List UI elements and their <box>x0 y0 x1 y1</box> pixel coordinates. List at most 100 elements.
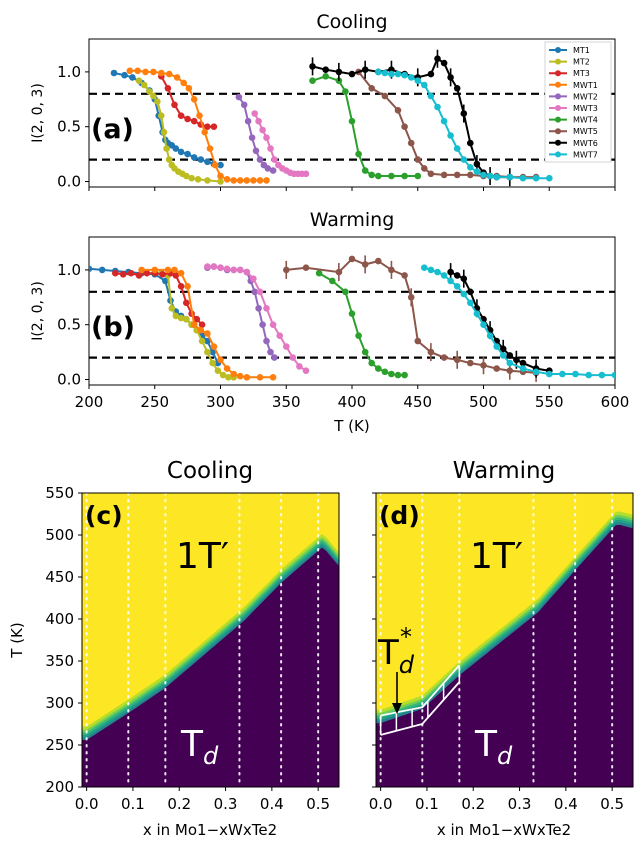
data-point <box>414 172 422 180</box>
data-point <box>434 103 441 111</box>
y-tick-label: 0.5 <box>57 118 81 136</box>
data-point <box>256 288 264 296</box>
data-point <box>184 150 191 158</box>
data-point <box>150 68 157 76</box>
data-point <box>381 69 389 77</box>
data-point <box>267 145 274 152</box>
data-point <box>427 348 435 356</box>
data-point <box>342 88 349 95</box>
data-point <box>394 107 402 114</box>
data-point <box>302 170 310 178</box>
panel-d-low-phase-main: T <box>474 724 498 765</box>
data-point <box>467 299 474 307</box>
data-point <box>210 343 218 350</box>
legend-label: MWT1 <box>573 81 598 90</box>
data-point <box>546 370 553 378</box>
data-point <box>375 172 382 180</box>
data-point <box>289 354 297 361</box>
x-tick-label: 0.2 <box>461 795 485 813</box>
panel-c-title: Cooling <box>167 458 253 484</box>
data-point <box>138 266 145 274</box>
panel-c-xlabel: x in Mo1−xWxTe2 <box>143 821 277 839</box>
data-point <box>427 70 435 78</box>
data-point <box>388 172 395 180</box>
data-point <box>204 177 211 184</box>
y-tick-label: 350 <box>45 652 74 670</box>
panel-c-ylabel: T (K) <box>8 622 26 658</box>
x-tick-label: 350 <box>272 393 301 411</box>
data-point <box>611 371 615 379</box>
y-tick-label: 400 <box>45 610 74 628</box>
series-line-MWT2 <box>238 96 274 172</box>
y-tick-label: 200 <box>45 778 74 796</box>
data-point <box>348 255 356 263</box>
data-point <box>143 269 151 277</box>
data-point <box>499 345 507 353</box>
data-point <box>184 115 191 123</box>
data-point <box>219 371 227 379</box>
data-point <box>248 134 256 141</box>
data-point <box>177 283 185 290</box>
data-point <box>467 164 474 171</box>
data-point <box>150 92 157 100</box>
data-point <box>217 264 224 272</box>
panel-c-low-phase-sub: d <box>203 742 219 770</box>
data-point <box>89 265 93 273</box>
data-point <box>236 266 244 274</box>
x-tick-label: 500 <box>469 393 498 411</box>
data-point <box>236 372 244 380</box>
data-point <box>519 359 527 367</box>
data-point <box>283 343 290 350</box>
data-point <box>322 73 330 80</box>
data-point <box>204 158 211 166</box>
data-point <box>401 172 408 180</box>
data-point <box>119 271 127 278</box>
data-point <box>309 77 316 84</box>
data-point <box>256 374 264 381</box>
series-line-MWT4 <box>318 272 405 377</box>
panel-d-intermediate-sup: * <box>400 623 412 651</box>
y-tick-label: 250 <box>45 736 74 754</box>
data-point <box>368 359 376 367</box>
data-point <box>506 173 514 181</box>
data-point <box>197 326 205 334</box>
x-tick-label: 0.3 <box>508 795 532 813</box>
x-tick-label: 0.3 <box>214 795 238 813</box>
data-point <box>223 176 231 183</box>
panel-a-ylabel: I(2, 0, 3) <box>30 83 46 143</box>
data-point <box>177 148 185 156</box>
data-point <box>434 268 441 276</box>
data-point <box>168 305 176 312</box>
data-point <box>183 299 190 307</box>
data-point <box>264 165 272 172</box>
data-point <box>230 266 237 274</box>
data-point <box>252 147 260 155</box>
data-point <box>236 177 244 184</box>
data-point <box>394 371 402 379</box>
data-point <box>414 77 422 84</box>
plot-frame <box>375 492 634 788</box>
data-point <box>204 263 211 270</box>
legend-swatch-marker <box>555 151 561 158</box>
panel-d-high-phase-label: 1T′ <box>470 536 523 577</box>
x-tick-label: 300 <box>206 393 235 411</box>
data-point <box>177 112 185 119</box>
data-point <box>283 266 290 274</box>
data-point <box>204 337 211 345</box>
series-line-MWT5 <box>357 71 537 179</box>
data-point <box>211 161 219 169</box>
data-point <box>493 173 501 181</box>
data-point <box>414 337 422 345</box>
panel-d-label: (d) <box>379 501 420 530</box>
data-point <box>269 321 277 329</box>
data-point <box>519 174 527 182</box>
data-point <box>447 132 454 139</box>
data-point <box>467 171 474 179</box>
legend-label: MWT2 <box>573 92 598 101</box>
panel-a-label: (a) <box>91 114 134 145</box>
x-tick-label: 600 <box>601 393 630 411</box>
y-tick-label: 0.0 <box>57 371 81 389</box>
data-point <box>486 332 494 340</box>
data-point <box>453 283 461 290</box>
panel-c-low-phase-main: T <box>180 724 204 765</box>
